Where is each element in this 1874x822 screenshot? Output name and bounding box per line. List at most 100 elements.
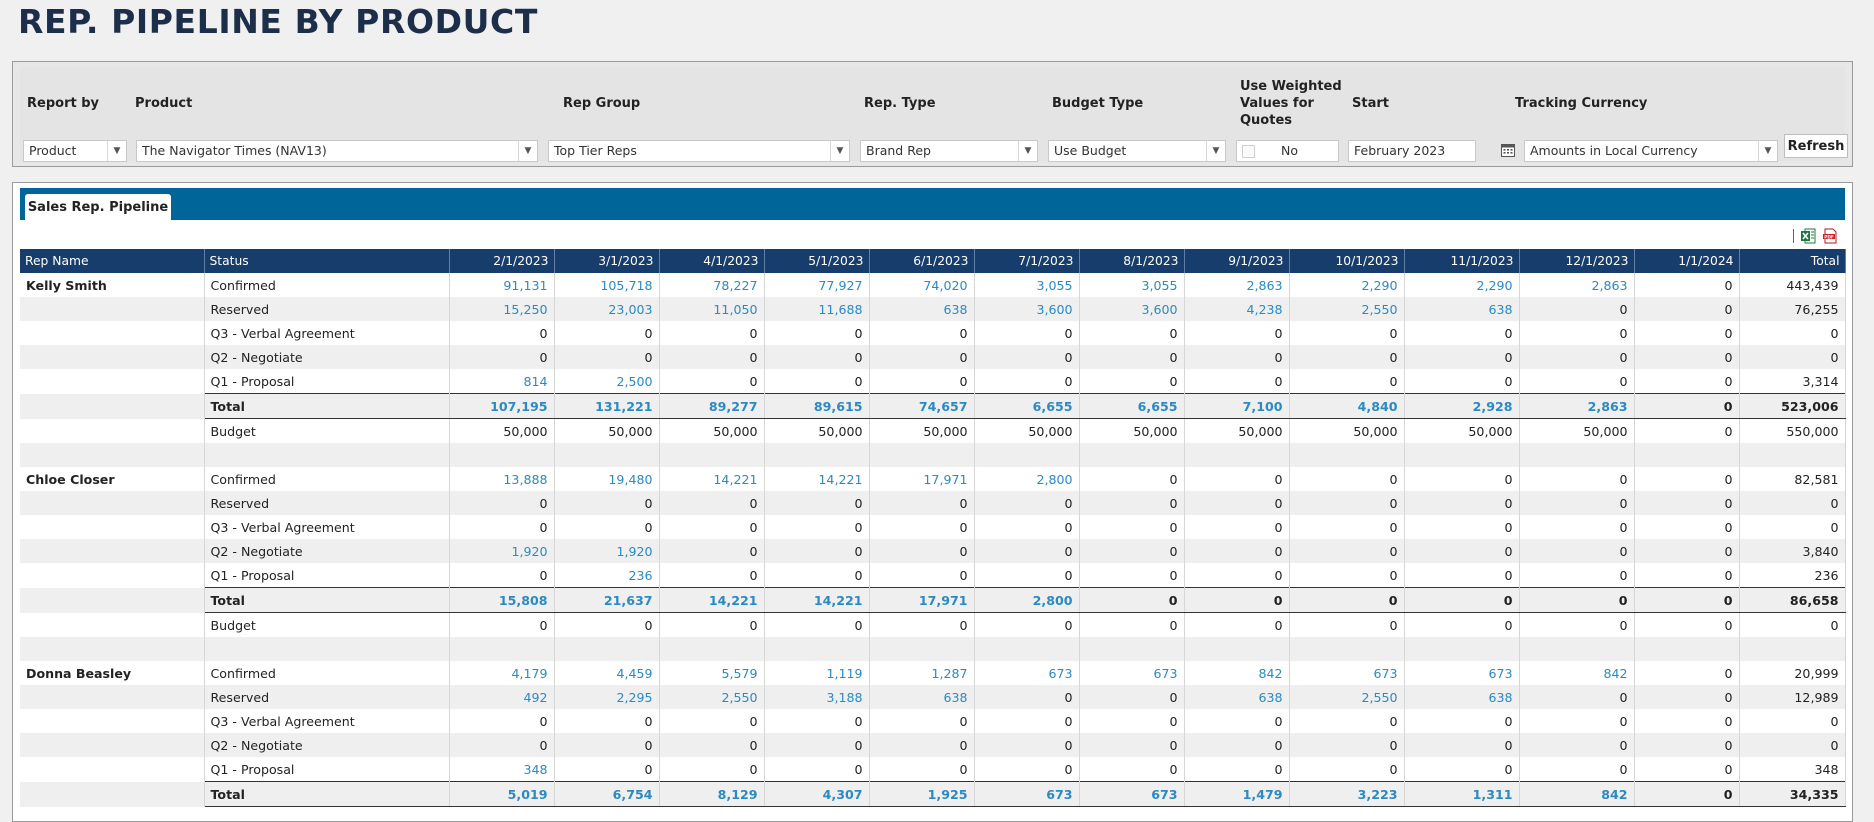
value-cell[interactable]: 14,221: [659, 467, 765, 491]
chevron-down-icon[interactable]: ▼: [107, 141, 126, 161]
value-cell[interactable]: 638: [869, 297, 975, 321]
value-cell[interactable]: 1,920: [554, 539, 660, 563]
checkbox[interactable]: [1242, 145, 1255, 158]
value-cell[interactable]: 673: [1404, 661, 1520, 685]
value-cell[interactable]: 15,808: [449, 587, 555, 613]
column-header[interactable]: 6/1/2023: [869, 249, 975, 273]
rep-group-select[interactable]: Top Tier Reps ▼: [548, 140, 850, 162]
rep-type-select[interactable]: Brand Rep ▼: [860, 140, 1038, 162]
value-cell[interactable]: 91,131: [449, 273, 555, 297]
column-header[interactable]: 10/1/2023: [1289, 249, 1405, 273]
value-cell[interactable]: 3,600: [1079, 297, 1185, 321]
value-cell[interactable]: 236: [554, 563, 660, 588]
value-cell[interactable]: 2,863: [1519, 393, 1635, 419]
column-header[interactable]: 11/1/2023: [1404, 249, 1520, 273]
column-header[interactable]: 4/1/2023: [659, 249, 765, 273]
value-cell[interactable]: 2,550: [659, 685, 765, 709]
excel-icon[interactable]: [1800, 228, 1816, 244]
start-date-input[interactable]: February 2023: [1348, 140, 1476, 162]
column-header[interactable]: Rep Name: [20, 249, 205, 273]
value-cell[interactable]: 842: [1184, 661, 1290, 685]
value-cell[interactable]: 11,050: [659, 297, 765, 321]
value-cell[interactable]: 3,055: [974, 273, 1080, 297]
value-cell[interactable]: 78,227: [659, 273, 765, 297]
refresh-button[interactable]: Refresh: [1784, 134, 1848, 158]
chevron-down-icon[interactable]: ▼: [830, 141, 849, 161]
value-cell[interactable]: 2,800: [974, 467, 1080, 491]
value-cell[interactable]: 1,479: [1184, 781, 1290, 807]
value-cell[interactable]: 3,055: [1079, 273, 1185, 297]
value-cell[interactable]: 6,655: [974, 393, 1080, 419]
value-cell[interactable]: 21,637: [554, 587, 660, 613]
value-cell[interactable]: 14,221: [659, 587, 765, 613]
value-cell[interactable]: 673: [974, 781, 1080, 807]
value-cell[interactable]: 492: [449, 685, 555, 709]
pdf-icon[interactable]: PDF: [1822, 228, 1838, 244]
product-select[interactable]: The Navigator Times (NAV13) ▼: [136, 140, 538, 162]
value-cell[interactable]: 348: [449, 757, 555, 782]
budget-type-select[interactable]: Use Budget ▼: [1048, 140, 1226, 162]
value-cell[interactable]: 673: [1079, 661, 1185, 685]
value-cell[interactable]: 14,221: [764, 467, 870, 491]
value-cell[interactable]: 4,840: [1289, 393, 1405, 419]
value-cell[interactable]: 1,920: [449, 539, 555, 563]
value-cell[interactable]: 2,863: [1519, 273, 1635, 297]
report-by-select[interactable]: Product ▼: [23, 140, 127, 162]
column-header[interactable]: 3/1/2023: [554, 249, 660, 273]
value-cell[interactable]: 4,459: [554, 661, 660, 685]
value-cell[interactable]: 673: [1289, 661, 1405, 685]
value-cell[interactable]: 14,221: [764, 587, 870, 613]
value-cell[interactable]: 131,221: [554, 393, 660, 419]
weighted-values-toggle[interactable]: No: [1236, 140, 1339, 162]
value-cell[interactable]: 19,480: [554, 467, 660, 491]
value-cell[interactable]: 2,928: [1404, 393, 1520, 419]
value-cell[interactable]: 4,238: [1184, 297, 1290, 321]
value-cell[interactable]: 13,888: [449, 467, 555, 491]
value-cell[interactable]: 17,971: [869, 467, 975, 491]
column-header[interactable]: 1/1/2024: [1634, 249, 1740, 273]
value-cell[interactable]: 2,863: [1184, 273, 1290, 297]
chevron-down-icon[interactable]: ▼: [1206, 141, 1225, 161]
column-header[interactable]: Status: [204, 249, 450, 273]
value-cell[interactable]: 814: [449, 369, 555, 394]
value-cell[interactable]: 105,718: [554, 273, 660, 297]
value-cell[interactable]: 23,003: [554, 297, 660, 321]
value-cell[interactable]: 1,287: [869, 661, 975, 685]
value-cell[interactable]: 3,188: [764, 685, 870, 709]
column-header[interactable]: 5/1/2023: [764, 249, 870, 273]
column-header[interactable]: 12/1/2023: [1519, 249, 1635, 273]
value-cell[interactable]: 2,290: [1404, 273, 1520, 297]
value-cell[interactable]: 2,550: [1289, 297, 1405, 321]
value-cell[interactable]: 5,579: [659, 661, 765, 685]
value-cell[interactable]: 638: [1184, 685, 1290, 709]
tracking-currency-select[interactable]: Amounts in Local Currency ▼: [1524, 140, 1778, 162]
column-header[interactable]: 7/1/2023: [974, 249, 1080, 273]
value-cell[interactable]: 2,295: [554, 685, 660, 709]
value-cell[interactable]: 2,500: [554, 369, 660, 394]
value-cell[interactable]: 4,179: [449, 661, 555, 685]
value-cell[interactable]: 2,800: [974, 587, 1080, 613]
value-cell[interactable]: 2,290: [1289, 273, 1405, 297]
value-cell[interactable]: 6,655: [1079, 393, 1185, 419]
column-header[interactable]: Total: [1739, 249, 1846, 273]
chevron-down-icon[interactable]: ▼: [1018, 141, 1037, 161]
value-cell[interactable]: 15,250: [449, 297, 555, 321]
value-cell[interactable]: 842: [1519, 661, 1635, 685]
tab-sales-rep-pipeline[interactable]: Sales Rep. Pipeline: [25, 194, 171, 221]
value-cell[interactable]: 1,119: [764, 661, 870, 685]
chevron-down-icon[interactable]: ▼: [1758, 141, 1777, 161]
value-cell[interactable]: 89,277: [659, 393, 765, 419]
column-header[interactable]: 2/1/2023: [449, 249, 555, 273]
value-cell[interactable]: 3,600: [974, 297, 1080, 321]
column-header[interactable]: 9/1/2023: [1184, 249, 1290, 273]
value-cell[interactable]: 673: [974, 661, 1080, 685]
column-header[interactable]: 8/1/2023: [1079, 249, 1185, 273]
chevron-down-icon[interactable]: ▼: [518, 141, 537, 161]
value-cell[interactable]: 638: [869, 685, 975, 709]
value-cell[interactable]: 17,971: [869, 587, 975, 613]
value-cell[interactable]: 2,550: [1289, 685, 1405, 709]
calendar-icon[interactable]: [1500, 142, 1516, 158]
value-cell[interactable]: 7,100: [1184, 393, 1290, 419]
value-cell[interactable]: 11,688: [764, 297, 870, 321]
value-cell[interactable]: 107,195: [449, 393, 555, 419]
